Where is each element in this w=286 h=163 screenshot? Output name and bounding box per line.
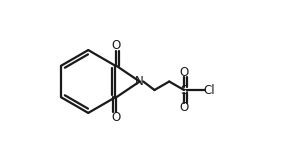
- Text: O: O: [112, 39, 121, 52]
- Text: S: S: [180, 83, 188, 96]
- Text: O: O: [112, 111, 121, 124]
- Text: N: N: [135, 75, 144, 88]
- Text: O: O: [179, 102, 189, 114]
- Text: Cl: Cl: [204, 83, 215, 96]
- Text: O: O: [179, 66, 189, 79]
